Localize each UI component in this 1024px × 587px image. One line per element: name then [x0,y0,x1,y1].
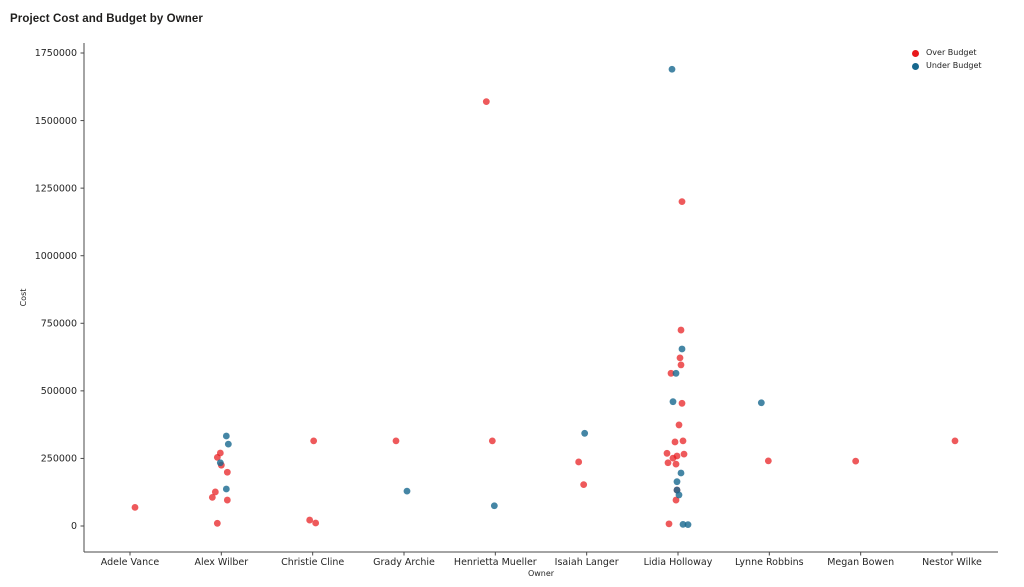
data-point-over-budget [223,496,231,504]
data-point-over-budget [580,481,588,489]
data-point-over-budget [575,458,583,466]
data-point-over-budget [675,421,683,429]
data-point-under-budget [677,469,685,477]
data-point-under-budget [668,65,676,73]
data-point-under-budget [403,487,411,495]
y-tick-label: 1250000 [35,183,77,194]
y-tick-label: 250000 [41,454,77,465]
y-tick-label: 500000 [41,386,77,397]
data-point-under-budget [222,432,230,440]
x-tick-label: Adele Vance [101,557,160,568]
data-point-over-budget [672,496,680,504]
data-point-under-budget [224,440,232,448]
data-point-under-budget [678,345,686,353]
data-point-over-budget [764,457,772,465]
axes: 0 250000 500000 750000 1000000 1250000 1500000… [19,43,998,578]
data-point-over-budget [213,453,221,461]
data-point-over-budget [680,450,688,458]
data-point-over-budget [482,98,490,106]
data-point-over-budget [208,493,216,501]
y-tick-label: 1000000 [35,251,77,262]
x-tick-label: Grady Archie [373,557,435,568]
data-point-over-budget [677,326,685,334]
data-point-over-budget [131,503,139,511]
legend-item-over-budget: Over Budget [912,48,982,58]
data-point-under-budget [672,369,680,377]
data-point-under-budget [222,485,230,493]
data-point-under-budget [679,520,687,528]
x-axis-title: Owner [528,569,555,578]
legend: Over Budget Under Budget [912,48,982,71]
data-point-over-budget [312,519,320,527]
data-point-under-budget [757,399,765,407]
legend-label-over-budget: Over Budget [926,48,977,57]
data-point-over-budget [678,198,686,206]
data-point-over-budget [679,437,687,445]
x-tick-label: Christie Cline [281,557,344,568]
data-point-over-budget [852,457,860,465]
legend-label-under-budget: Under Budget [926,61,982,70]
data-point-over-budget [306,516,314,524]
data-point-under-budget [673,478,681,486]
data-point-over-budget [488,437,496,445]
x-tick-label: Isaiah Langer [555,557,619,568]
data-point-over-budget [667,369,675,377]
x-tick-label: Henrietta Mueller [454,557,537,568]
x-tick-label: Lynne Robbins [735,557,804,568]
legend-swatch-under-budget [912,62,919,70]
data-point-under-budget [675,491,683,499]
data-point-over-budget [664,459,672,467]
data-point-over-budget [392,437,400,445]
y-axis-title: Cost [19,289,28,307]
data-point-over-budget [672,460,680,468]
chart-title: Project Cost and Budget by Owner [10,13,203,25]
data-point-under-budget [581,429,589,437]
data-point-over-budget [211,488,219,496]
x-tick-label: Lidia Holloway [644,557,713,568]
data-point-over-budget [671,438,679,446]
data-point-under-budget [684,521,692,529]
data-point-under-budget [490,502,498,510]
data-point-over-budget [223,468,231,476]
legend-item-under-budget: Under Budget [912,61,982,71]
y-tick-label: 0 [71,521,77,532]
x-tick-label: Nestor Wilke [922,557,982,568]
x-tick-label: Alex Wilber [194,557,248,568]
data-point-over-budget [665,520,673,528]
data-point-over-budget [213,519,221,527]
y-tick-label: 1750000 [35,48,77,59]
data-point-over-budget [310,437,318,445]
data-point-over-budget [677,361,685,369]
data-point-over-budget [676,354,684,362]
y-tick-label: 750000 [41,318,77,329]
data-points [131,65,959,529]
data-point-over-budget [678,399,686,407]
data-point-under-budget [216,459,224,467]
y-tick-label: 1500000 [35,116,77,127]
data-point-under-budget [669,398,677,406]
legend-swatch-over-budget [912,49,919,57]
data-point-over-budget [669,454,677,462]
data-point-over-budget [663,449,671,457]
data-point-over-budget [951,437,959,445]
x-tick-label: Megan Bowen [827,557,894,568]
